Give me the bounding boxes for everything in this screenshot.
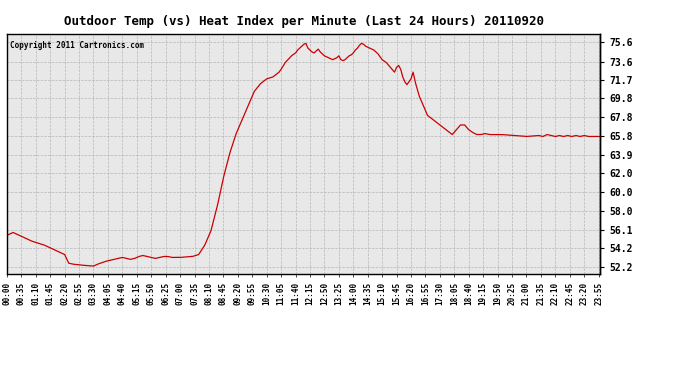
Text: Copyright 2011 Cartronics.com: Copyright 2011 Cartronics.com	[10, 41, 144, 50]
Text: Outdoor Temp (vs) Heat Index per Minute (Last 24 Hours) 20110920: Outdoor Temp (vs) Heat Index per Minute …	[63, 15, 544, 28]
